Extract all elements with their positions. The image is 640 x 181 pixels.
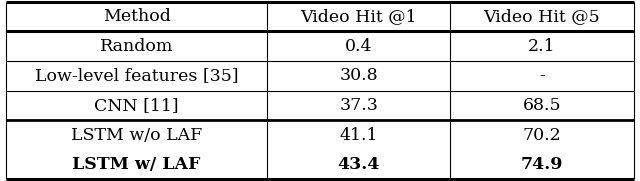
Text: 41.1: 41.1 (339, 127, 378, 144)
Text: 43.4: 43.4 (337, 156, 380, 173)
Text: Video Hit @5: Video Hit @5 (484, 8, 600, 25)
Text: LSTM w/ LAF: LSTM w/ LAF (72, 156, 201, 173)
Text: -: - (539, 67, 545, 84)
Text: 0.4: 0.4 (345, 38, 372, 55)
Text: 68.5: 68.5 (523, 97, 561, 114)
Text: 2.1: 2.1 (528, 38, 556, 55)
Text: Video Hit @1: Video Hit @1 (300, 8, 417, 25)
Text: Random: Random (100, 38, 173, 55)
Text: 30.8: 30.8 (339, 67, 378, 84)
Text: 74.9: 74.9 (521, 156, 563, 173)
Text: 70.2: 70.2 (523, 127, 561, 144)
Text: CNN [11]: CNN [11] (94, 97, 179, 114)
Text: Method: Method (102, 8, 170, 25)
Text: 37.3: 37.3 (339, 97, 378, 114)
Text: Low-level features [35]: Low-level features [35] (35, 67, 238, 84)
Text: LSTM w/o LAF: LSTM w/o LAF (71, 127, 202, 144)
